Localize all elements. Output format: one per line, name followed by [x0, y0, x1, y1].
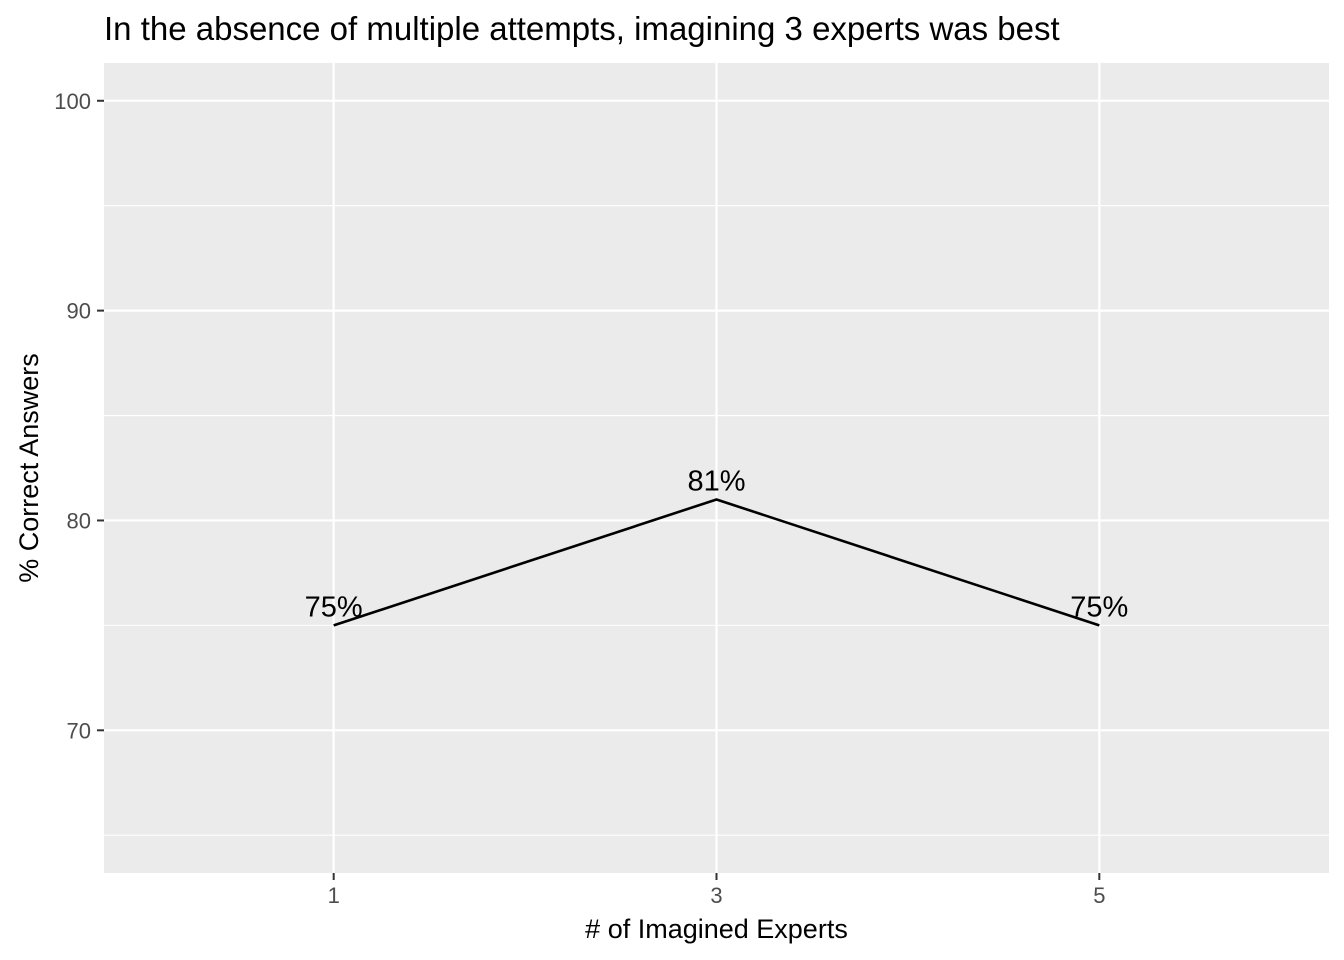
chart-title: In the absence of multiple attempts, ima…: [104, 10, 1060, 47]
data-labels: 75% 81% 75%: [305, 465, 1129, 623]
y-axis: 70 80 90 100: [54, 89, 104, 743]
y-tick-label: 100: [54, 89, 91, 114]
y-tick-label: 90: [67, 299, 91, 324]
series-layer: [333, 498, 1100, 627]
x-axis: 1 3 5: [328, 873, 1105, 908]
y-tick-label: 70: [67, 718, 91, 743]
major-gridlines: [104, 63, 1329, 873]
y-axis-title: % Correct Answers: [14, 353, 44, 583]
x-tick-label: 1: [328, 883, 340, 908]
series-line: [333, 498, 1100, 627]
x-axis-title: # of Imagined Experts: [585, 914, 848, 944]
x-tick-label: 3: [710, 883, 722, 908]
x-tick-label: 5: [1093, 883, 1105, 908]
data-label: 81%: [687, 465, 745, 497]
data-label: 75%: [305, 591, 363, 623]
y-tick-label: 80: [67, 508, 91, 533]
data-label: 75%: [1070, 591, 1128, 623]
